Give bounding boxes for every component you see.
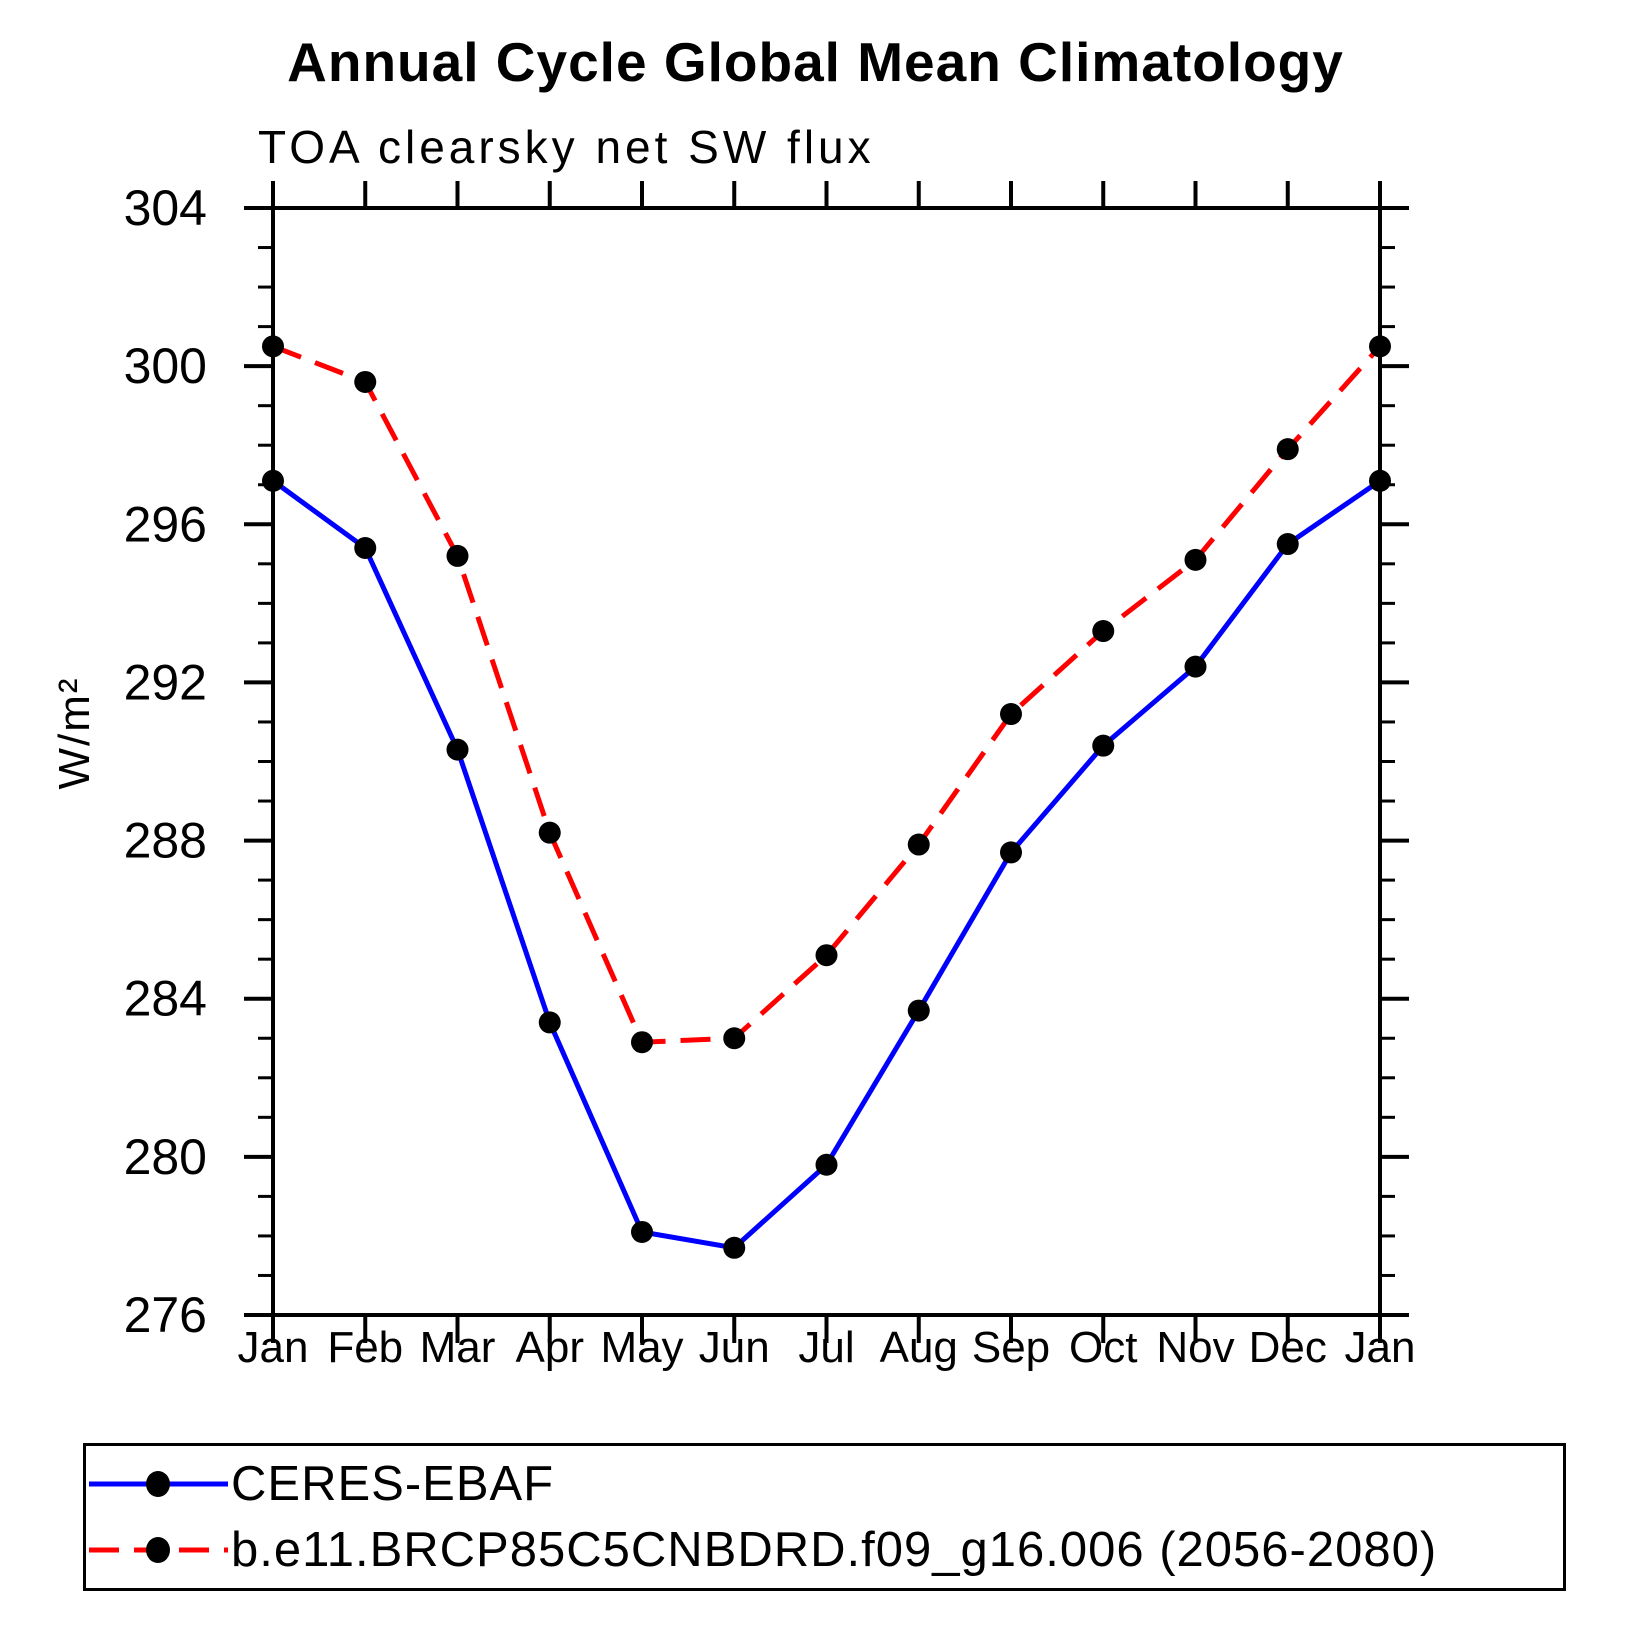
data-point-marker-b-e11-brcp85c5cnbdrd-f09-g16-0 xyxy=(1092,620,1115,643)
data-point-marker-ceres-ebaf xyxy=(815,1153,838,1176)
y-tick-label: 284 xyxy=(124,971,207,1027)
data-point-marker-b-e11-brcp85c5cnbdrd-f09-g16-0 xyxy=(1000,703,1022,726)
data-point-marker-ceres-ebaf xyxy=(262,469,284,492)
x-tick-label: Nov xyxy=(1156,1323,1234,1372)
legend-line-sample-dashed xyxy=(89,1537,228,1563)
data-point-marker-ceres-ebaf xyxy=(1276,533,1299,556)
legend: CERES-EBAF b.e11.BRCP85C5CNBDRD.f09_g16.… xyxy=(83,1443,1566,1591)
x-tick-label: Jul xyxy=(798,1323,854,1372)
legend-marker-dot xyxy=(146,1471,170,1497)
data-point-marker-ceres-ebaf xyxy=(907,999,930,1022)
data-point-marker-ceres-ebaf xyxy=(446,738,469,761)
y-tick-label: 276 xyxy=(124,1287,207,1343)
legend-line-sample-solid xyxy=(89,1471,228,1497)
data-point-marker-b-e11-brcp85c5cnbdrd-f09-g16-0 xyxy=(1276,438,1299,461)
y-tick-label: 304 xyxy=(124,180,207,236)
x-tick-label: Jun xyxy=(699,1323,770,1372)
plot-frame xyxy=(271,206,1382,1317)
data-point-marker-b-e11-brcp85c5cnbdrd-f09-g16-0 xyxy=(631,1031,653,1054)
legend-marker-dot xyxy=(146,1537,170,1563)
data-point-marker-b-e11-brcp85c5cnbdrd-f09-g16-0 xyxy=(446,544,469,567)
data-point-marker-b-e11-brcp85c5cnbdrd-f09-g16-0 xyxy=(723,1027,746,1050)
x-tick-label: Jan xyxy=(1345,1323,1416,1372)
data-point-marker-ceres-ebaf xyxy=(1369,469,1391,492)
x-tick-label: Dec xyxy=(1249,1323,1327,1372)
legend-item-model-run: b.e11.BRCP85C5CNBDRD.f09_g16.006 (2056-2… xyxy=(86,1517,1563,1583)
x-tick-label: Oct xyxy=(1069,1323,1137,1372)
data-point-marker-ceres-ebaf xyxy=(723,1236,746,1259)
data-point-marker-b-e11-brcp85c5cnbdrd-f09-g16-0 xyxy=(538,821,561,844)
y-tick-label: 280 xyxy=(124,1129,207,1185)
data-point-marker-ceres-ebaf xyxy=(631,1220,653,1243)
data-point-marker-b-e11-brcp85c5cnbdrd-f09-g16-0 xyxy=(262,335,284,358)
x-tick-label: Jan xyxy=(238,1323,309,1372)
data-point-marker-b-e11-brcp85c5cnbdrd-f09-g16-0 xyxy=(1369,335,1391,358)
data-point-marker-b-e11-brcp85c5cnbdrd-f09-g16-0 xyxy=(354,370,377,393)
legend-label: b.e11.BRCP85C5CNBDRD.f09_g16.006 (2056-2… xyxy=(231,1522,1438,1577)
chart-subtitle: TOA clearsky net SW flux xyxy=(258,121,875,173)
data-point-marker-ceres-ebaf xyxy=(354,537,377,560)
data-point-marker-ceres-ebaf xyxy=(1000,841,1022,864)
data-point-marker-ceres-ebaf xyxy=(538,1011,561,1034)
x-tick-label: Sep xyxy=(972,1323,1050,1372)
data-point-marker-b-e11-brcp85c5cnbdrd-f09-g16-0 xyxy=(815,944,838,967)
data-point-marker-b-e11-brcp85c5cnbdrd-f09-g16-0 xyxy=(907,833,930,856)
x-tick-label: Aug xyxy=(880,1323,958,1372)
legend-item-ceres-ebaf: CERES-EBAF xyxy=(86,1451,1563,1517)
x-tick-label: Mar xyxy=(420,1323,496,1372)
data-point-marker-b-e11-brcp85c5cnbdrd-f09-g16-0 xyxy=(1184,548,1207,571)
series-line-ceres-ebaf xyxy=(271,478,1382,1251)
x-tick-label: Feb xyxy=(327,1323,403,1372)
y-tick-label: 300 xyxy=(124,338,207,394)
y-tick-label: 292 xyxy=(124,654,207,710)
x-tick-label: May xyxy=(600,1323,683,1372)
y-tick-label: 296 xyxy=(124,496,207,552)
x-tick-label: Apr xyxy=(516,1323,584,1372)
series-line-b-e11-brcp85c5cnbdrd-f09-g16-0 xyxy=(272,344,1382,1045)
legend-label: CERES-EBAF xyxy=(231,1456,555,1511)
data-point-marker-ceres-ebaf xyxy=(1092,734,1115,757)
data-point-marker-ceres-ebaf xyxy=(1184,655,1207,678)
y-tick-label: 288 xyxy=(124,813,207,869)
chart-title: Annual Cycle Global Mean Climatology xyxy=(287,31,1344,93)
